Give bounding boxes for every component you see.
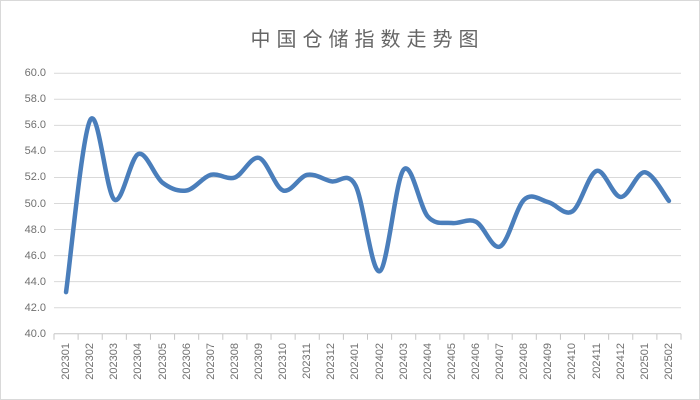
x-axis-tick-label: 202501 [638, 342, 651, 380]
x-axis-tick-label: 202403 [397, 342, 410, 380]
x-axis-tick-label: 202310 [277, 342, 290, 380]
x-axis-tick-label: 202409 [542, 342, 555, 380]
x-axis-tick-label: 202408 [518, 342, 531, 380]
x-axis-tick-label: 202406 [470, 342, 483, 380]
y-axis-tick-label: 52.0 [24, 171, 46, 184]
y-axis-tick-label: 48.0 [24, 223, 46, 236]
x-axis-tick-label: 202307 [204, 342, 217, 380]
x-axis-tick-label: 202404 [421, 342, 434, 380]
x-axis-tick-label: 202303 [108, 342, 121, 380]
y-axis-tick-label: 58.0 [24, 93, 46, 106]
chart-title: 中国仓储指数走势图 [250, 29, 485, 51]
x-axis-tick-label: 202305 [156, 342, 169, 380]
x-axis-tick-label: 202312 [325, 342, 338, 380]
index-line-series [63, 116, 672, 295]
y-axis-tick-label: 46.0 [24, 249, 46, 262]
x-axis-tick-label: 202410 [566, 342, 579, 380]
x-axis-tick-label: 202304 [132, 342, 145, 380]
x-axis-tick-label: 202309 [252, 342, 265, 380]
y-axis-tick-label: 60.0 [24, 67, 46, 80]
x-axis-tick-label: 202411 [590, 342, 603, 379]
x-axis-tick-label: 202412 [614, 342, 627, 380]
x-axis-tick-label: 202302 [84, 342, 97, 380]
x-axis-tick-label: 202306 [180, 342, 193, 380]
y-axis-tick-label: 44.0 [24, 275, 46, 288]
x-axis-tick-label: 202502 [662, 342, 675, 380]
y-axis-tick-label: 54.0 [24, 145, 46, 158]
x-axis-tick-label: 202308 [228, 342, 241, 380]
x-axis-tick-label: 202402 [373, 342, 386, 380]
y-axis-tick-label: 56.0 [24, 119, 46, 132]
x-axis-tick-label: 202301 [60, 342, 73, 380]
x-axis-tick-label: 202311 [301, 342, 314, 379]
y-axis-tick-label: 50.0 [24, 197, 46, 210]
x-axis-tick-label: 202405 [445, 342, 458, 380]
x-axis-tick-label: 202401 [349, 342, 362, 380]
x-axis-tick-label: 202407 [494, 342, 507, 380]
y-axis-tick-label: 40.0 [24, 327, 46, 340]
y-axis-tick-label: 42.0 [24, 301, 46, 314]
